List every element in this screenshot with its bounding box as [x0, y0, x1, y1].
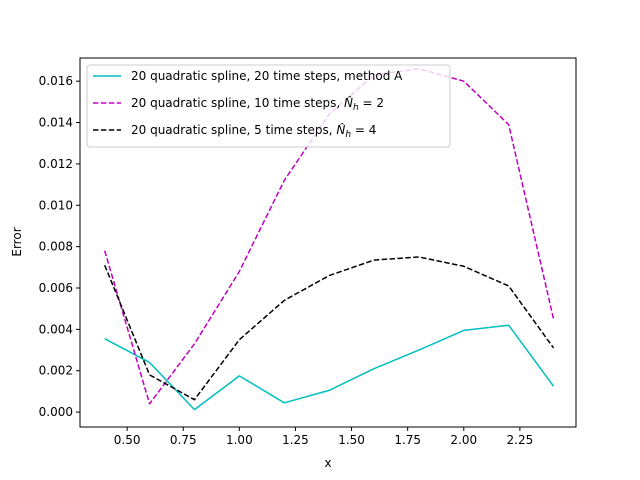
y-tick-label: 0.016	[39, 74, 73, 88]
x-axis: 0.50 0.75 1.00 1.25 1.50 1.75 2.00 2.25	[114, 427, 533, 447]
axes-frame	[79, 57, 577, 428]
legend-math-equals: =	[359, 96, 377, 110]
x-tick-label: 1.25	[282, 433, 309, 447]
series-line-1	[104, 324, 555, 411]
x-tick-label: 0.75	[170, 433, 197, 447]
x-tick-label: 1.75	[394, 433, 421, 447]
x-tick-label: 0.50	[114, 433, 141, 447]
y-tick-label: 0.006	[39, 281, 73, 295]
legend-label: 20 quadratic spline, 10 time steps,	[131, 96, 344, 110]
x-tick-label: 1.50	[338, 433, 365, 447]
legend-entry-1: 20 quadratic spline, 20 time steps, meth…	[131, 69, 403, 83]
y-tick-label: 0.008	[39, 240, 73, 254]
legend-math-subscript: h	[353, 103, 359, 113]
legend-math-subscript: h	[345, 130, 351, 140]
x-tick-label: 1.00	[226, 433, 253, 447]
series-line-3	[103, 256, 555, 401]
y-axis-label: Error	[10, 227, 24, 256]
x-tick-label: 2.00	[450, 433, 477, 447]
x-tick-label: 2.25	[507, 433, 534, 447]
legend-math-symbol: N̂	[344, 96, 353, 110]
legend-math-value: 2	[376, 96, 384, 110]
y-tick-label: 0.010	[39, 198, 73, 212]
legend-label: 20 quadratic spline, 20 time steps, meth…	[131, 69, 403, 83]
y-tick-label: 0.002	[39, 364, 73, 378]
legend-box	[86, 64, 451, 148]
legend-entry-3: 20 quadratic spline, 5 time steps, N̂h =…	[131, 123, 376, 140]
legend-entry-2: 20 quadratic spline, 10 time steps, N̂h …	[131, 96, 384, 113]
legend-math-equals: =	[351, 123, 369, 137]
y-tick-label: 0.012	[39, 157, 73, 171]
y-tick-label: 0.004	[39, 322, 73, 336]
y-tick-label: 0.014	[39, 116, 73, 130]
legend-math-symbol: N̂	[336, 123, 345, 137]
legend-math-value: 4	[369, 123, 377, 137]
y-tick-label: 0.000	[39, 405, 73, 419]
legend: 20 quadratic spline, 20 time steps, meth…	[86, 64, 451, 148]
y-axis: 0.000 0.002 0.004 0.006 0.008 0.010 0.012 0.014…	[39, 74, 80, 419]
x-axis-label: x	[324, 456, 331, 470]
legend-label: 20 quadratic spline, 5 time steps,	[131, 123, 336, 137]
